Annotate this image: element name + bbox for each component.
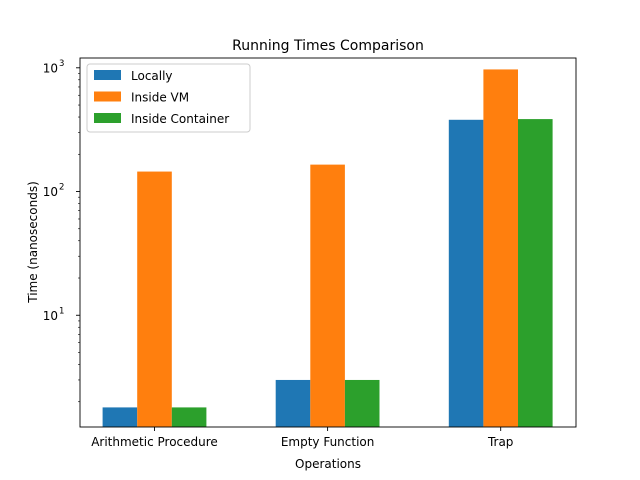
bar	[137, 171, 172, 427]
y-axis-label: Time (nanoseconds)	[26, 181, 40, 304]
legend-swatch	[94, 113, 121, 123]
y-tick-label: 10	[43, 309, 58, 323]
bar	[448, 119, 484, 427]
y-tick-label: 10	[43, 185, 58, 199]
chart-title: Running Times Comparison	[232, 38, 424, 54]
bars-layer	[102, 69, 553, 428]
legend-label: Inside VM	[131, 91, 189, 105]
bar	[275, 379, 311, 427]
x-tick-label: Trap	[487, 435, 513, 449]
bar	[518, 119, 553, 428]
y-tick-label: 10	[43, 61, 58, 75]
legend-box	[86, 63, 251, 133]
legend-swatch	[94, 91, 121, 102]
x-axis-ticks: Arithmetic Procedure Empty Function Trap	[91, 427, 513, 449]
x-tick-label: Arithmetic Procedure	[91, 435, 218, 449]
legend-label: Locally	[131, 69, 173, 83]
y-tick-exponent: 3	[59, 59, 64, 69]
bar	[310, 164, 345, 427]
legend-swatch	[94, 70, 121, 80]
bar	[483, 69, 518, 428]
legend: Locally Inside VM Inside Container	[86, 63, 251, 133]
x-tick-label: Empty Function	[281, 435, 375, 449]
legend-label: Inside Container	[131, 112, 229, 126]
bar	[102, 407, 138, 427]
x-axis-label: Operations	[295, 457, 361, 471]
bar	[344, 379, 380, 427]
y-tick-exponent: 2	[59, 183, 64, 193]
bar	[171, 407, 207, 427]
y-tick-exponent: 1	[59, 306, 64, 316]
